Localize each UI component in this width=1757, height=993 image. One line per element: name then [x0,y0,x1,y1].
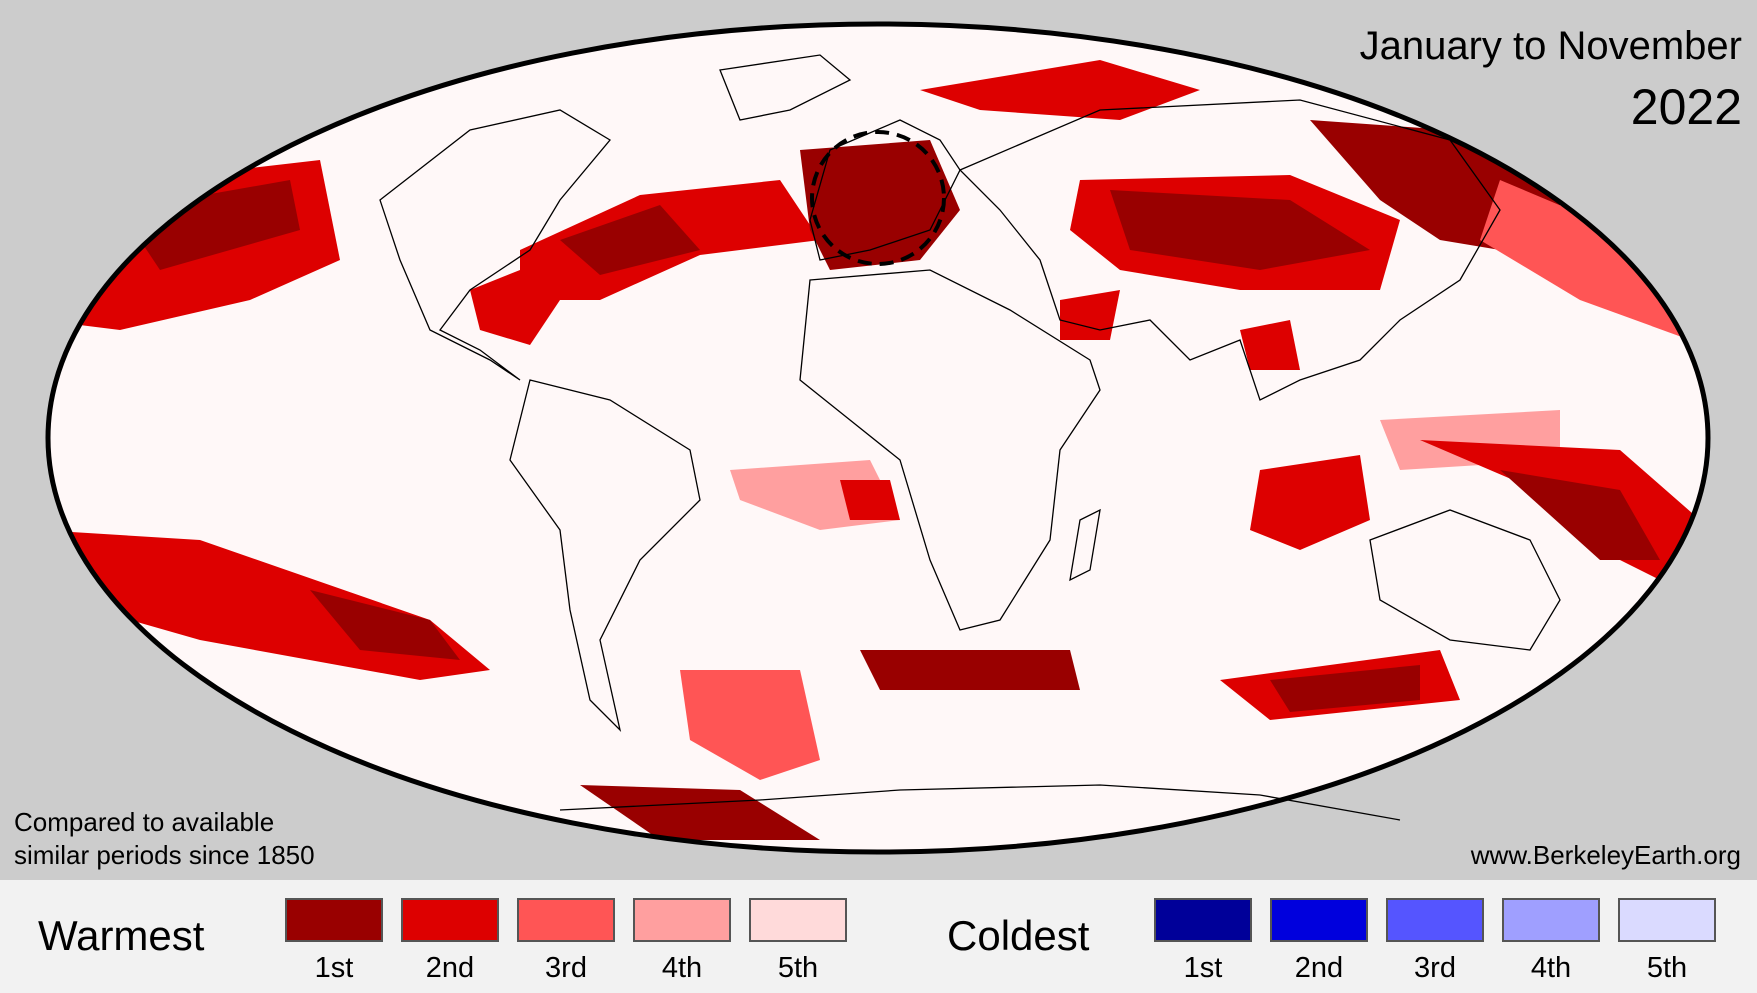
coastlines [379,54,1561,821]
legend-warmest-title: Warmest [38,912,205,959]
legend-cold-swatch-3 [1386,898,1484,942]
record-region-north-pacific-east [1480,180,1690,340]
record-region-europe [800,140,960,270]
title-year: 2022 [1630,79,1742,135]
record-region-south-pacific-core [310,590,460,660]
coastline-madagascar [1069,508,1101,582]
record-region-antarctic-peninsula [580,785,820,840]
legend-warm-swatch-4 [633,898,731,942]
legend-warm-swatch-5 [749,898,847,942]
record-region-south-atlantic-core [840,480,900,520]
legend-cold-rank-3: 3rd [1414,952,1456,984]
coastline-australia [1369,509,1561,651]
coastline-north-america [379,109,611,381]
record-region-west-pacific-core [1500,470,1660,560]
record-region-central-asia-core [1110,190,1370,270]
legend-cold-swatch-4 [1502,898,1600,942]
title-period: January to November [1359,24,1742,68]
legend-warm-swatch-1 [285,898,383,942]
legend-warm-rank-2: 2nd [425,952,475,984]
legend-cold-swatch-5 [1618,898,1716,942]
anomaly-layer [48,60,1700,840]
record-region-arctic [920,60,1200,120]
record-region-north-atlantic-core [560,205,700,275]
source-credit: www.BerkeleyEarth.org [1470,840,1741,870]
globe-outline [45,21,1711,855]
record-region-drake-passage [680,670,820,780]
record-region-southern-ocean-core [1270,665,1420,712]
legend: Warmest Coldest 1st 2nd 3rd 4th 5th 1st … [0,880,1757,993]
coastline-europe [809,119,961,261]
legend-cold-swatch-2 [1270,898,1368,942]
comparison-note-line-2: similar periods since 1850 [14,840,315,870]
legend-coldest-title: Coldest [947,912,1090,959]
legend-warm-rank-5: 5th [777,952,819,984]
legend-cold-swatch-1 [1154,898,1252,942]
world-map [45,21,1711,855]
legend-cold-rank-4: 4th [1530,952,1572,984]
legend-cold-rank-1: 1st [1183,952,1223,984]
legend-warm-rank-1: 1st [314,952,354,984]
legend-warm-rank-4: 4th [661,952,703,984]
comparison-note-line-1: Compared to available [14,807,275,837]
map-area: January to November 2022 Compared to ava… [14,21,1742,870]
record-region-indian-ocean [1250,455,1370,550]
legend-cold-rank-2: 2nd [1294,952,1344,984]
europe-highlight-circle [810,130,946,266]
coastline-south-america [509,379,701,733]
coastline-africa [799,269,1101,631]
record-region-bay-of-bengal [1240,320,1300,370]
legend-cold-rank-5: 5th [1646,952,1688,984]
record-region-gulf [470,270,560,345]
coastline-greenland [719,54,852,121]
record-region-agulhas [860,650,1080,690]
legend-warm-swatch-2 [401,898,499,942]
legend-warm-rank-3: 3rd [545,952,587,984]
legend-warm-swatch-3 [517,898,615,942]
coastline-asia [958,99,1501,401]
record-region-arabia [1060,290,1120,340]
